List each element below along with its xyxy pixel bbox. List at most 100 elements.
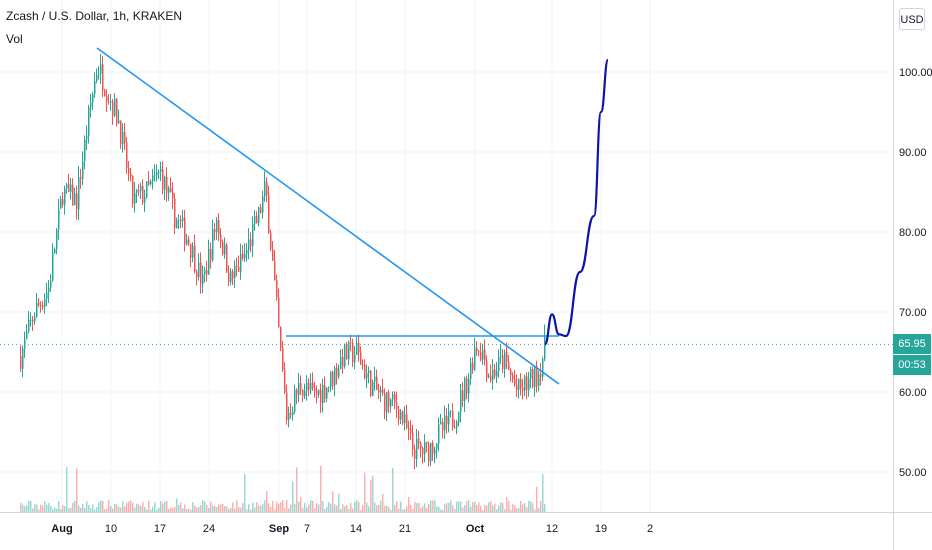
candle-body — [356, 342, 358, 355]
volume-bar — [262, 503, 264, 512]
grid — [0, 0, 893, 512]
volume-bar — [402, 509, 404, 512]
candle-body — [332, 371, 334, 386]
volume-bar — [298, 501, 300, 512]
volume-bar — [266, 491, 268, 512]
volume-bar — [426, 508, 428, 512]
candle-body — [484, 349, 486, 361]
volume-label[interactable]: Vol — [6, 32, 23, 46]
candle-body — [432, 442, 434, 454]
volume-bar — [450, 500, 452, 512]
volume-bar — [514, 505, 516, 512]
volume-bar — [164, 501, 166, 512]
volume-bar — [142, 501, 144, 512]
volume-bar — [194, 505, 196, 512]
candle-body — [112, 101, 114, 116]
candle-body — [262, 196, 264, 213]
volume-bar — [296, 467, 298, 512]
candle-body — [26, 331, 28, 339]
candle-body — [224, 244, 226, 255]
candle-body — [168, 187, 170, 193]
candle-body — [242, 253, 244, 259]
volume-bar — [358, 502, 360, 512]
volume-bar — [244, 474, 246, 512]
candle-body — [430, 442, 432, 462]
volume-bar — [392, 468, 394, 512]
candle-body — [208, 249, 210, 275]
candle-body — [426, 441, 428, 445]
candle-body — [218, 220, 220, 235]
volume-bar — [332, 491, 334, 512]
candle-body — [82, 161, 84, 180]
price-tick-label: 70.00 — [899, 307, 927, 319]
volume-bar — [268, 503, 270, 512]
candle-body — [128, 168, 130, 173]
volume-bar — [288, 508, 290, 512]
candle-body — [136, 190, 138, 193]
volume-bar — [110, 505, 112, 512]
volume-bar — [208, 508, 210, 512]
volume-bar — [106, 508, 108, 512]
time-tick-label: 10 — [105, 523, 117, 535]
time-tick-label: 17 — [154, 523, 166, 535]
volume-bar — [440, 509, 442, 512]
candle-body — [178, 219, 180, 221]
volume-bar — [218, 504, 220, 512]
candle-body — [20, 356, 22, 369]
candle-body — [526, 376, 528, 390]
volume-bar — [414, 501, 416, 512]
candle-body — [164, 176, 166, 190]
volume-bar — [468, 500, 470, 512]
volume-bar — [302, 507, 304, 512]
candle-body — [420, 443, 422, 448]
candle-body — [138, 190, 140, 192]
volume-bar — [226, 506, 228, 512]
candle-body — [214, 228, 216, 233]
candle-body — [40, 304, 42, 306]
volume-bar — [366, 502, 368, 512]
candle-body — [194, 245, 196, 272]
candlestick-series — [20, 54, 546, 470]
volume-bar — [96, 507, 98, 512]
candle-body — [388, 392, 390, 407]
candle-body — [76, 193, 78, 210]
volume-bar — [70, 507, 72, 512]
volume-bar — [310, 500, 312, 512]
volume-bar — [108, 500, 110, 512]
volume-bar — [152, 506, 154, 512]
volume-bar — [368, 506, 370, 512]
volume-bar — [376, 505, 378, 512]
candle-body — [340, 356, 342, 369]
candle-body — [536, 365, 538, 387]
candle-body — [478, 351, 480, 353]
candle-body — [186, 239, 188, 245]
candle-body — [452, 411, 454, 428]
volume-bar — [416, 503, 418, 512]
volume-bar — [122, 501, 124, 512]
candle-body — [62, 199, 64, 205]
volume-bar — [258, 505, 260, 512]
candle-body — [522, 387, 524, 391]
candle-body — [146, 181, 148, 198]
candle-body — [122, 132, 124, 145]
candle-body — [364, 365, 366, 379]
volume-bar — [442, 509, 444, 512]
currency-button[interactable]: USD — [899, 8, 925, 30]
volume-bar — [388, 507, 390, 512]
time-tick-label: 21 — [399, 523, 411, 535]
candle-body — [350, 342, 352, 344]
candle-body — [468, 379, 470, 394]
time-tick-label: Aug — [51, 523, 72, 535]
candle-body — [66, 184, 68, 189]
candle-body — [544, 335, 546, 359]
volume-bar — [242, 503, 244, 512]
candle-body — [518, 379, 520, 390]
volume-bar — [30, 500, 32, 512]
symbol-title[interactable]: Zcash / U.S. Dollar, 1h, KRAKEN — [6, 9, 183, 23]
volume-bar — [398, 508, 400, 512]
volume-bar — [48, 502, 50, 512]
volume-bar — [328, 501, 330, 512]
volume-bar — [44, 500, 46, 512]
candle-body — [422, 447, 424, 455]
